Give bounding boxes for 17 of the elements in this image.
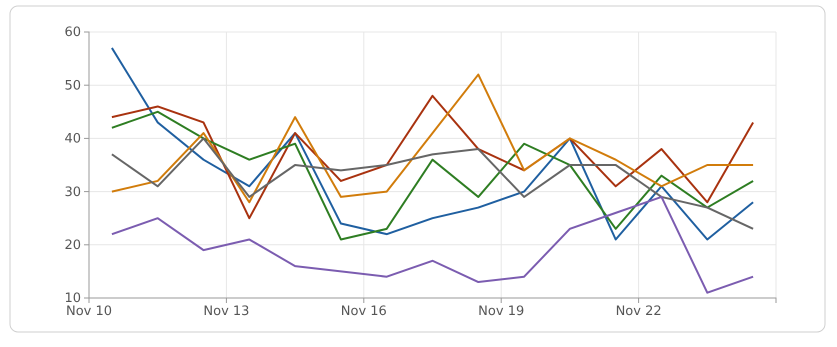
line-series (110, 137, 754, 230)
line-series (110, 110, 754, 240)
y-tick-label: 20 (64, 238, 81, 253)
line-series (110, 74, 754, 204)
x-tick-label: Nov 13 (203, 304, 250, 320)
line-series (110, 196, 754, 294)
x-tick-label: Nov 19 (478, 304, 524, 320)
line-series (110, 94, 754, 220)
y-tick-label: 60 (64, 25, 81, 40)
x-tick-label: Nov 22 (616, 304, 662, 320)
y-tick-label: 50 (64, 78, 81, 94)
line-series (110, 46, 754, 240)
x-tick-label: Nov 16 (340, 304, 387, 320)
y-tick-label: 40 (64, 132, 81, 147)
y-tick-label: 10 (64, 291, 81, 306)
x-tick-label: Nov 10 (66, 304, 112, 320)
y-tick-label: 30 (64, 184, 81, 200)
